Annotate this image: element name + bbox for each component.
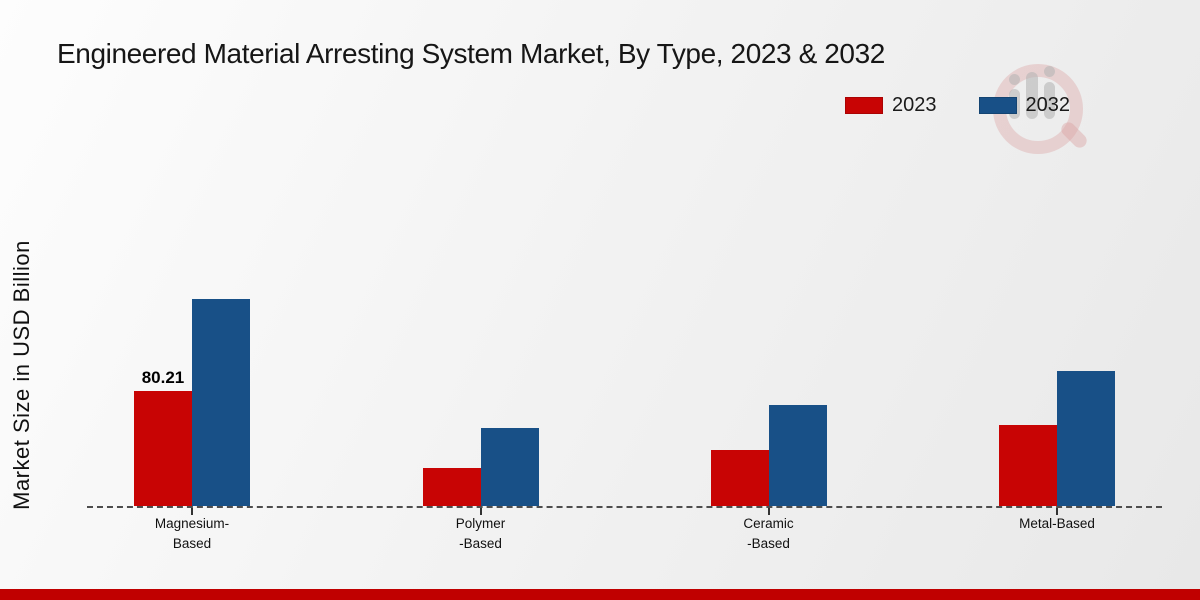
- bar-2023-2: [422, 468, 481, 506]
- x-axis-tick: [767, 508, 770, 515]
- bar-value-label: 80.21: [141, 368, 185, 387]
- legend: 2023 2032: [845, 94, 1070, 117]
- x-axis-tick: [191, 508, 193, 515]
- legend-label-2023: 2023: [892, 94, 937, 116]
- category-label: Magnesium- Based: [154, 516, 230, 551]
- logo-bar-icon: [1044, 82, 1055, 119]
- logo-dot-icon: [1009, 74, 1020, 85]
- footer-accent-bar: [0, 589, 1200, 600]
- category-label: Polymer -Based: [455, 516, 506, 551]
- legend-item-2032: 2032: [978, 94, 1071, 117]
- bar-2032-2: [480, 428, 539, 506]
- legend-swatch-2032-icon: [978, 97, 1017, 114]
- legend-label-2032: 2032: [1025, 94, 1071, 116]
- bar-2032-1: [192, 299, 250, 506]
- x-axis-line: [87, 506, 1162, 508]
- logo-bar-icon: [1026, 72, 1038, 119]
- x-axis-tick: [479, 508, 482, 515]
- category-label: Ceramic -Based: [743, 516, 794, 551]
- x-axis-tick: [1056, 508, 1058, 515]
- bar-2032-4: [1057, 371, 1115, 506]
- legend-swatch-2023-icon: [845, 97, 883, 114]
- logo-dot-icon: [1044, 66, 1055, 77]
- bar-2023-3: [710, 450, 769, 506]
- chart-title: Engineered Material Arresting System Mar…: [57, 38, 885, 69]
- bar-2032-3: [768, 405, 827, 506]
- bar-2023-1: [134, 391, 192, 506]
- category-label: Metal-Based: [1019, 516, 1095, 531]
- legend-item-2023: 2023: [845, 94, 937, 117]
- bar-2023-4: [999, 425, 1057, 506]
